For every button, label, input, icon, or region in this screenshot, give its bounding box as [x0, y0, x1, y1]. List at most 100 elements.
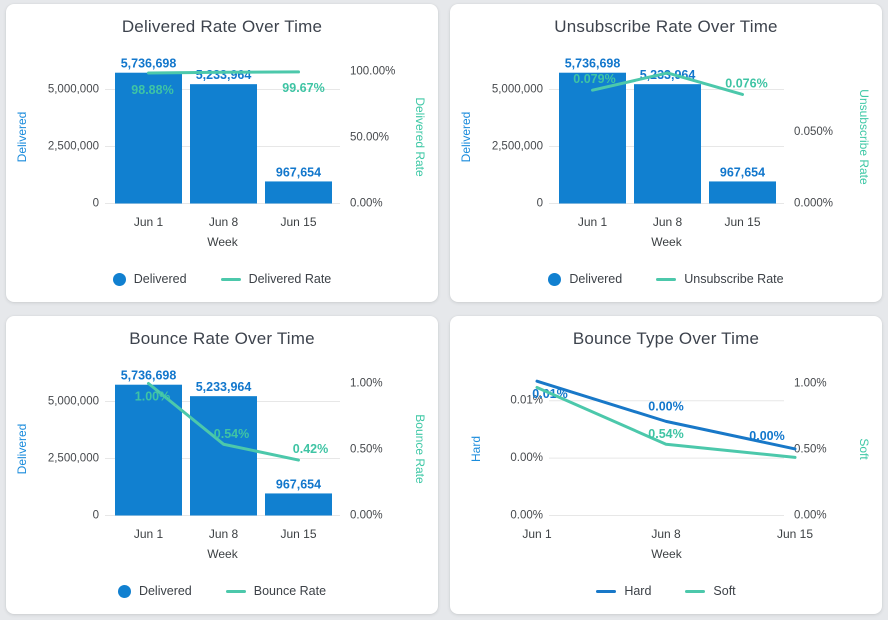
svg-text:Jun 15: Jun 15 — [724, 215, 760, 229]
svg-text:100.00%: 100.00% — [350, 66, 395, 78]
svg-text:0.00%: 0.00% — [350, 198, 383, 210]
svg-text:0.076%: 0.076% — [725, 76, 767, 90]
svg-text:0.00%: 0.00% — [794, 510, 827, 522]
svg-text:0.050%: 0.050% — [794, 126, 833, 138]
delivered-dot-icon — [112, 272, 126, 286]
svg-text:Jun 15: Jun 15 — [280, 215, 316, 229]
svg-text:0.00%: 0.00% — [510, 452, 543, 464]
legend-label: Delivered — [569, 272, 623, 286]
svg-text:5,736,698: 5,736,698 — [565, 57, 621, 71]
legend-label: Soft — [713, 584, 736, 598]
svg-text:Jun 8: Jun 8 — [651, 527, 681, 541]
svg-text:Jun 1: Jun 1 — [134, 215, 164, 229]
card-bounce-type: 0.00% 0.00% 0.01% 0.00% 0.50% 1.00% Jun 1 Jun 8… — [450, 316, 882, 614]
chart-legend: Hard Soft — [450, 584, 882, 598]
svg-text:5,233,964: 5,233,964 — [640, 68, 696, 82]
svg-text:5,000,000: 5,000,000 — [492, 84, 543, 96]
chart-legend: Delivered Bounce Rate — [6, 584, 438, 598]
svg-text:Delivered: Delivered — [15, 112, 29, 163]
svg-text:5,000,000: 5,000,000 — [48, 84, 99, 96]
legend-item-unsubscribe-rate[interactable]: Unsubscribe Rate — [656, 272, 784, 286]
svg-text:5,736,698: 5,736,698 — [121, 57, 177, 71]
svg-text:0: 0 — [93, 510, 99, 522]
svg-text:Jun 1: Jun 1 — [134, 527, 164, 541]
svg-text:0.54%: 0.54% — [214, 427, 249, 441]
chart-legend: Delivered Unsubscribe Rate — [450, 272, 882, 286]
svg-text:Bounce Rate: Bounce Rate — [413, 414, 427, 484]
svg-text:Jun 8: Jun 8 — [209, 527, 239, 541]
svg-text:Week: Week — [207, 235, 238, 249]
svg-text:1.00%: 1.00% — [794, 378, 827, 390]
legend-label: Hard — [624, 584, 652, 598]
legend-item-delivered[interactable]: Delivered — [112, 272, 187, 286]
delivered-dot-icon — [548, 272, 562, 286]
legend-label: Delivered — [133, 272, 187, 286]
svg-text:50.00%: 50.00% — [350, 132, 389, 144]
delivered-rate-line-icon — [220, 277, 241, 281]
svg-text:0: 0 — [537, 198, 543, 210]
svg-text:2,500,000: 2,500,000 — [48, 141, 99, 153]
svg-text:5,736,698: 5,736,698 — [121, 369, 177, 383]
svg-text:0.00%: 0.00% — [350, 510, 383, 522]
legend-label: Bounce Rate — [253, 584, 327, 598]
svg-text:0.01%: 0.01% — [510, 395, 543, 407]
legend-item-hard[interactable]: Hard — [596, 584, 651, 598]
svg-text:0: 0 — [93, 198, 99, 210]
svg-text:Soft: Soft — [857, 438, 871, 460]
legend-item-soft[interactable]: Soft — [685, 584, 736, 598]
bounce-rate-line-icon — [225, 589, 246, 593]
unsubscribe-rate-chart[interactable]: 0 2,500,000 5,000,000 0.000% 0.050% Jun 1 Jun … — [450, 4, 882, 302]
bounce-type-chart[interactable]: 0.00% 0.00% 0.01% 0.00% 0.50% 1.00% Jun 1 Jun 8… — [450, 316, 882, 614]
unsubscribe-rate-line-icon — [656, 277, 677, 281]
svg-text:5,000,000: 5,000,000 — [48, 396, 99, 408]
svg-text:Jun 8: Jun 8 — [653, 215, 683, 229]
svg-text:Delivered: Delivered — [459, 112, 473, 163]
legend-item-bounce-rate[interactable]: Bounce Rate — [225, 584, 327, 598]
svg-text:5,233,964: 5,233,964 — [196, 68, 252, 82]
svg-text:Week: Week — [207, 547, 238, 561]
svg-text:99.67%: 99.67% — [282, 81, 324, 95]
svg-text:0.00%: 0.00% — [749, 429, 784, 443]
svg-text:0.50%: 0.50% — [350, 444, 383, 456]
svg-text:Unsubscribe Rate: Unsubscribe Rate — [857, 89, 871, 185]
bounce-rate-chart[interactable]: 0 2,500,000 5,000,000 0.00% 0.50% 1.00% Jun 1 J… — [6, 316, 438, 614]
svg-text:1.00%: 1.00% — [350, 378, 383, 390]
svg-text:0.42%: 0.42% — [293, 442, 328, 456]
chart-title: Bounce Type Over Time — [572, 329, 760, 348]
svg-text:0.00%: 0.00% — [648, 399, 683, 413]
svg-text:0.50%: 0.50% — [794, 444, 827, 456]
svg-text:Week: Week — [651, 547, 682, 561]
svg-text:0.00%: 0.00% — [510, 510, 543, 522]
svg-text:Jun 15: Jun 15 — [280, 527, 316, 541]
legend-item-delivered-rate[interactable]: Delivered Rate — [220, 272, 332, 286]
svg-text:2,500,000: 2,500,000 — [492, 141, 543, 153]
legend-item-delivered[interactable]: Delivered — [117, 584, 192, 598]
chart-title: Bounce Rate Over Time — [129, 329, 315, 348]
svg-text:Jun 1: Jun 1 — [578, 215, 608, 229]
svg-text:2,500,000: 2,500,000 — [48, 453, 99, 465]
soft-line-icon — [685, 589, 706, 593]
svg-text:0.079%: 0.079% — [573, 72, 615, 86]
delivered-dot-icon — [117, 584, 131, 598]
svg-text:967,654: 967,654 — [720, 165, 765, 179]
legend-label: Unsubscribe Rate — [684, 272, 784, 286]
svg-text:Week: Week — [651, 235, 682, 249]
svg-text:Hard: Hard — [469, 436, 483, 462]
svg-text:0.000%: 0.000% — [794, 198, 833, 210]
svg-text:Jun 1: Jun 1 — [522, 527, 552, 541]
delivered-rate-chart[interactable]: 0 2,500,000 5,000,000 0.00% 50.00% 100.00% Jun… — [6, 4, 438, 302]
hard-line-icon — [596, 589, 617, 593]
legend-item-delivered[interactable]: Delivered — [548, 272, 622, 286]
svg-text:Jun 8: Jun 8 — [209, 215, 239, 229]
legend-label: Delivered Rate — [248, 272, 332, 286]
svg-text:Delivered: Delivered — [15, 424, 29, 475]
chart-title: Unsubscribe Rate Over Time — [554, 17, 778, 36]
card-bounce-rate: 0 2,500,000 5,000,000 0.00% 0.50% 1.00% Jun 1 J… — [6, 316, 438, 614]
chart-title: Delivered Rate Over Time — [121, 17, 323, 36]
svg-text:5,233,964: 5,233,964 — [196, 380, 252, 394]
card-unsubscribe-rate: 0 2,500,000 5,000,000 0.000% 0.050% Jun 1 Jun … — [450, 4, 882, 302]
svg-text:967,654: 967,654 — [276, 477, 321, 491]
svg-text:Delivered Rate: Delivered Rate — [413, 97, 427, 177]
svg-text:0.54%: 0.54% — [648, 427, 683, 441]
